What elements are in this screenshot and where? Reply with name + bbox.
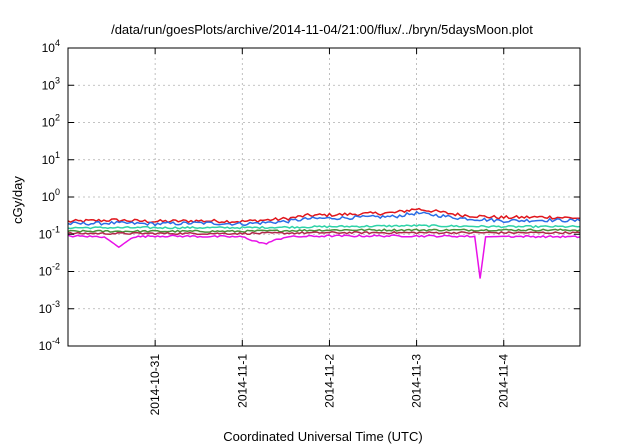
y-tick-label: 101 (42, 150, 60, 167)
series-line-2 (67, 210, 581, 227)
grid (68, 48, 580, 346)
x-axis-title: Coordinated Universal Time (UTC) (223, 429, 422, 444)
y-tick-label: 100 (42, 187, 60, 204)
y-tick-label: 103 (42, 75, 60, 92)
series-line-3 (67, 224, 581, 230)
x-tick-label: 2014-11-1 (235, 354, 249, 408)
y-axis-title: cGy/day (10, 176, 25, 224)
x-tick-label: 2014-11-3 (410, 354, 424, 408)
axis-ticks: 10-4 10-3 10-2 10-1 100 101 102 103 104 2014-10-3… (39, 38, 580, 415)
chart-title: /data/run/goesPlots/archive/2014-11-04/2… (111, 22, 533, 37)
y-tick-label: 104 (42, 38, 60, 55)
x-tick-label: 2014-11-2 (322, 354, 336, 408)
y-tick-label: 10-3 (39, 299, 60, 316)
series-line-6 (67, 234, 581, 279)
x-tick-label: 2014-10-31 (148, 354, 162, 416)
y-tick-label: 102 (42, 113, 60, 130)
y-tick-label: 10-4 (39, 336, 60, 353)
series-line-5 (67, 230, 581, 236)
series-line-1 (67, 207, 581, 224)
y-tick-label: 10-2 (39, 262, 60, 279)
x-tick-label: 2014-11-4 (497, 354, 511, 408)
y-tick-label: 10-1 (39, 224, 60, 241)
series-line-4 (67, 228, 581, 233)
series-layer (67, 207, 581, 279)
